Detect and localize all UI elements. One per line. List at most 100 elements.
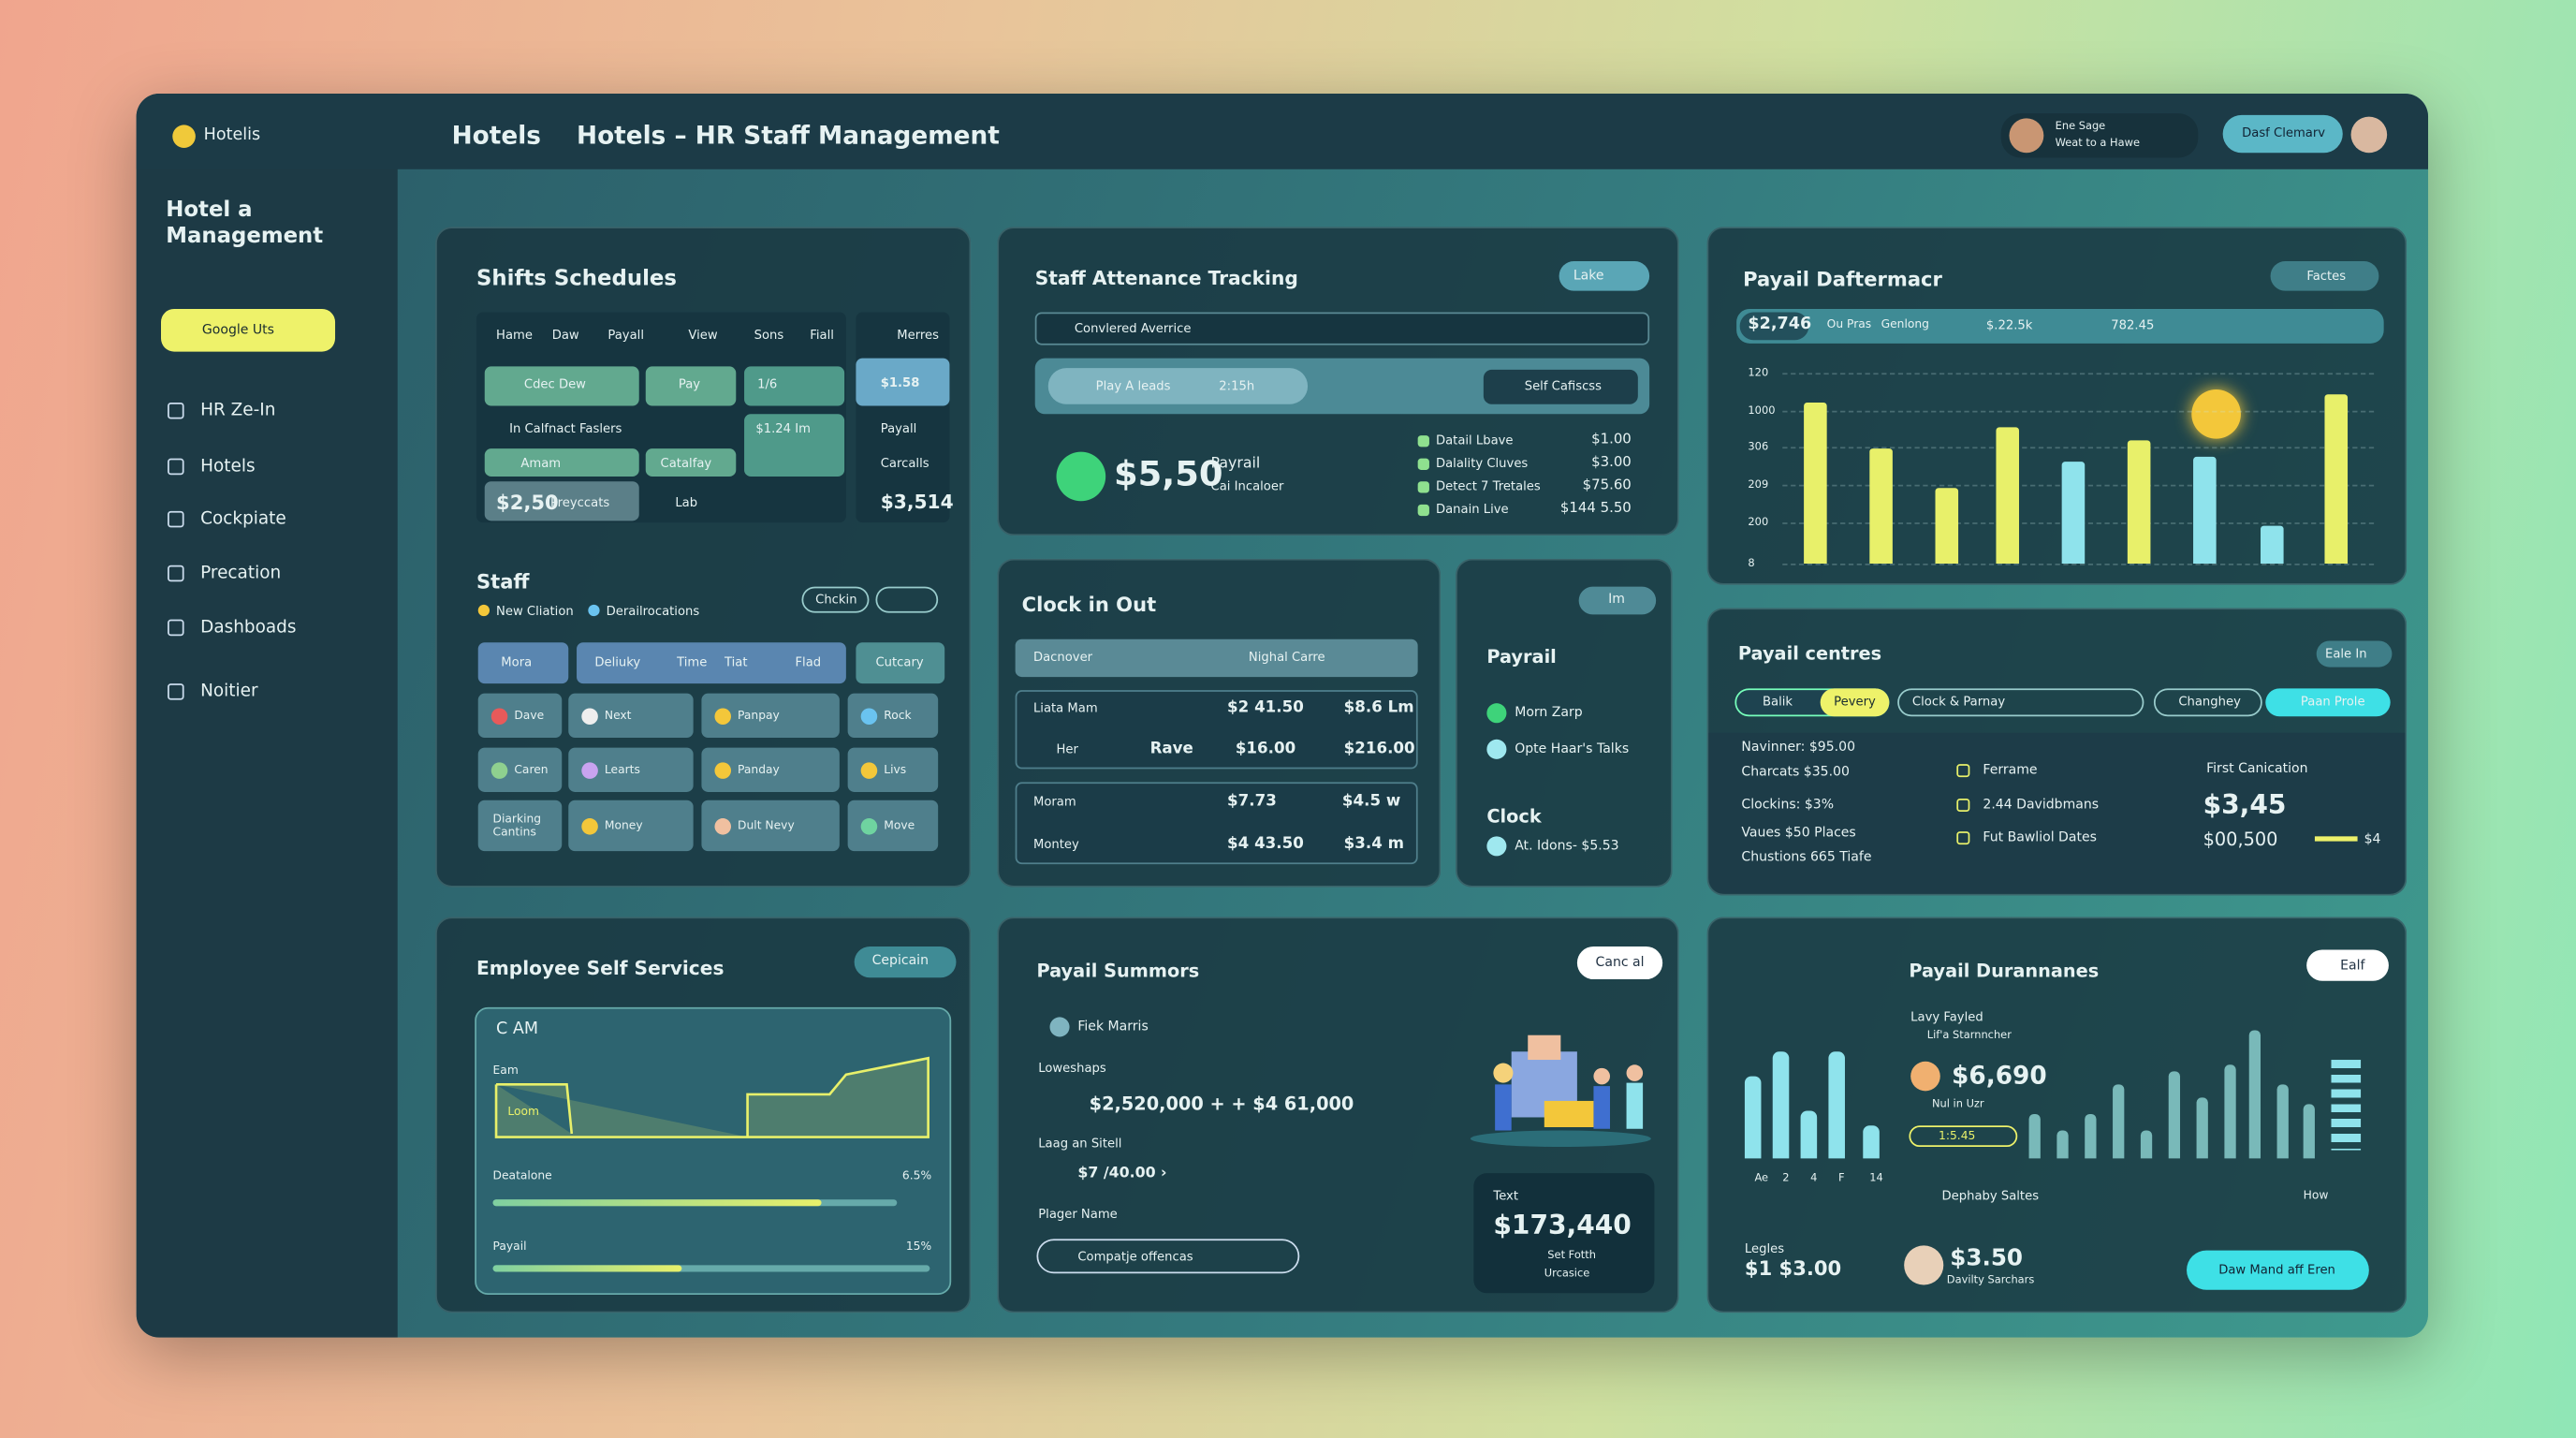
small-button[interactable] — [2306, 949, 2389, 981]
column-header: Sons — [754, 327, 784, 343]
input[interactable] — [1036, 1239, 1300, 1274]
panel-title: Payrail — [1486, 646, 1557, 668]
tab-label: Pevery — [1834, 694, 1876, 709]
row-tail: $4 — [2364, 831, 2381, 846]
row-icon — [1956, 798, 1970, 813]
button-label: Im — [1608, 591, 1625, 607]
small-button[interactable] — [1578, 586, 1657, 615]
bar — [2085, 1113, 2097, 1159]
clock-cell: Liata Mam — [1032, 700, 1098, 715]
staff-header — [856, 642, 945, 684]
bar — [1996, 427, 2020, 564]
sidebar-button[interactable] — [160, 308, 336, 352]
staff-filter[interactable] — [875, 586, 939, 613]
nav-icon — [168, 565, 184, 582]
toggle[interactable] — [1559, 261, 1650, 291]
panel-title: Staff Attenance Tracking — [1034, 266, 1298, 290]
staff-name: Dave — [514, 708, 545, 722]
shift-cell — [856, 358, 950, 406]
progress-label: Payail — [492, 1240, 527, 1254]
staff-name: Diarking Cantins — [492, 812, 542, 839]
amount-sub: Cai Incaloer — [1210, 478, 1284, 493]
bar — [1744, 1076, 1762, 1159]
column-header: Time — [677, 653, 708, 669]
clock-cell: Montey — [1032, 836, 1079, 852]
amount-label: Payrail — [1210, 456, 1261, 473]
sidebar-title: Hotel a — [166, 198, 253, 223]
dot — [1486, 836, 1507, 857]
progress-value: 6.5% — [901, 1168, 932, 1182]
ess-card — [475, 1006, 952, 1296]
column-header: Deliuky — [594, 653, 641, 669]
clock-header — [1015, 638, 1418, 678]
staff-header — [577, 642, 846, 684]
bar — [2113, 1084, 2125, 1159]
toggle[interactable] — [2270, 261, 2379, 291]
marker — [2191, 389, 2241, 439]
clock-cell: $8.6 Lm — [1343, 698, 1414, 717]
clock-cell: $7.73 — [1227, 792, 1277, 811]
staff-name: Livs — [884, 762, 907, 776]
bar — [2196, 1097, 2208, 1159]
progress-track — [492, 1265, 930, 1272]
primary-button[interactable] — [2187, 1250, 2369, 1290]
bar — [2261, 525, 2284, 564]
nav-item: HR Ze-In — [200, 400, 276, 420]
footer-sub: Davilty Sarchars — [1946, 1272, 2035, 1286]
small-button[interactable] — [854, 946, 957, 978]
shift-cell-text: 1/6 — [757, 376, 778, 392]
shift-cell — [645, 366, 737, 406]
staff-button[interactable] — [801, 586, 870, 613]
clock-cell: $2 41.50 — [1227, 698, 1304, 717]
summary-text: 782.45 — [2111, 317, 2155, 332]
small-button[interactable] — [1576, 946, 1663, 980]
staff-name: Money — [604, 818, 643, 832]
tab-active[interactable] — [1820, 688, 1890, 717]
axis-label: 2 — [1782, 1170, 1790, 1184]
header-button[interactable] — [2222, 114, 2343, 154]
panel-title: Payail Summors — [1036, 960, 1200, 982]
list-value: $3.00 — [1591, 454, 1632, 472]
list-icon — [1417, 480, 1429, 492]
axis-label: 14 — [1869, 1170, 1883, 1184]
column-header: Dacnover — [1032, 649, 1093, 665]
grid-line — [1782, 373, 2375, 375]
axis-label: 4 — [1810, 1170, 1818, 1184]
dot — [588, 604, 600, 617]
tab[interactable] — [2153, 688, 2262, 717]
shift-cell-text: $2,50 — [496, 491, 559, 515]
progress-value: 15% — [905, 1240, 932, 1254]
shift-cell-text: Cdec Dew — [523, 376, 586, 392]
tab-label: Clock & Parnay — [1911, 694, 2006, 709]
search-box[interactable] — [1034, 312, 1650, 345]
bar — [1804, 402, 1827, 564]
list-label: Dalality Cluves — [1435, 455, 1529, 471]
bar — [2224, 1064, 2236, 1159]
avatar — [581, 707, 598, 725]
shift-cell — [484, 481, 639, 521]
list-value: $75.60 — [1582, 477, 1632, 494]
pill[interactable] — [1047, 368, 1309, 404]
avatar — [860, 707, 878, 725]
nav-item: Noitier — [200, 681, 258, 701]
nav-icon — [168, 510, 184, 528]
tab[interactable] — [2265, 688, 2391, 717]
bar — [1772, 1051, 1790, 1159]
column-header: Payall — [607, 327, 644, 343]
item: Morn Zarp — [1515, 704, 1583, 720]
small-button[interactable] — [2316, 640, 2393, 668]
staff-name: Next — [604, 708, 632, 722]
avatar — [1049, 1017, 1070, 1037]
bar — [2028, 1113, 2041, 1159]
card-title: C AM — [496, 1020, 539, 1039]
staff-header — [477, 642, 569, 684]
dropdown[interactable] — [1897, 688, 2144, 717]
staff-name: Rock — [884, 708, 912, 722]
item: Opte Haar's Talks — [1515, 741, 1630, 756]
summary-bar — [1736, 308, 2384, 344]
row-text: Fut Bawliol Dates — [1983, 829, 2097, 845]
bar — [2056, 1130, 2069, 1159]
clock-cell: $3.4 m — [1343, 835, 1405, 854]
attendance-button[interactable] — [1483, 369, 1638, 404]
